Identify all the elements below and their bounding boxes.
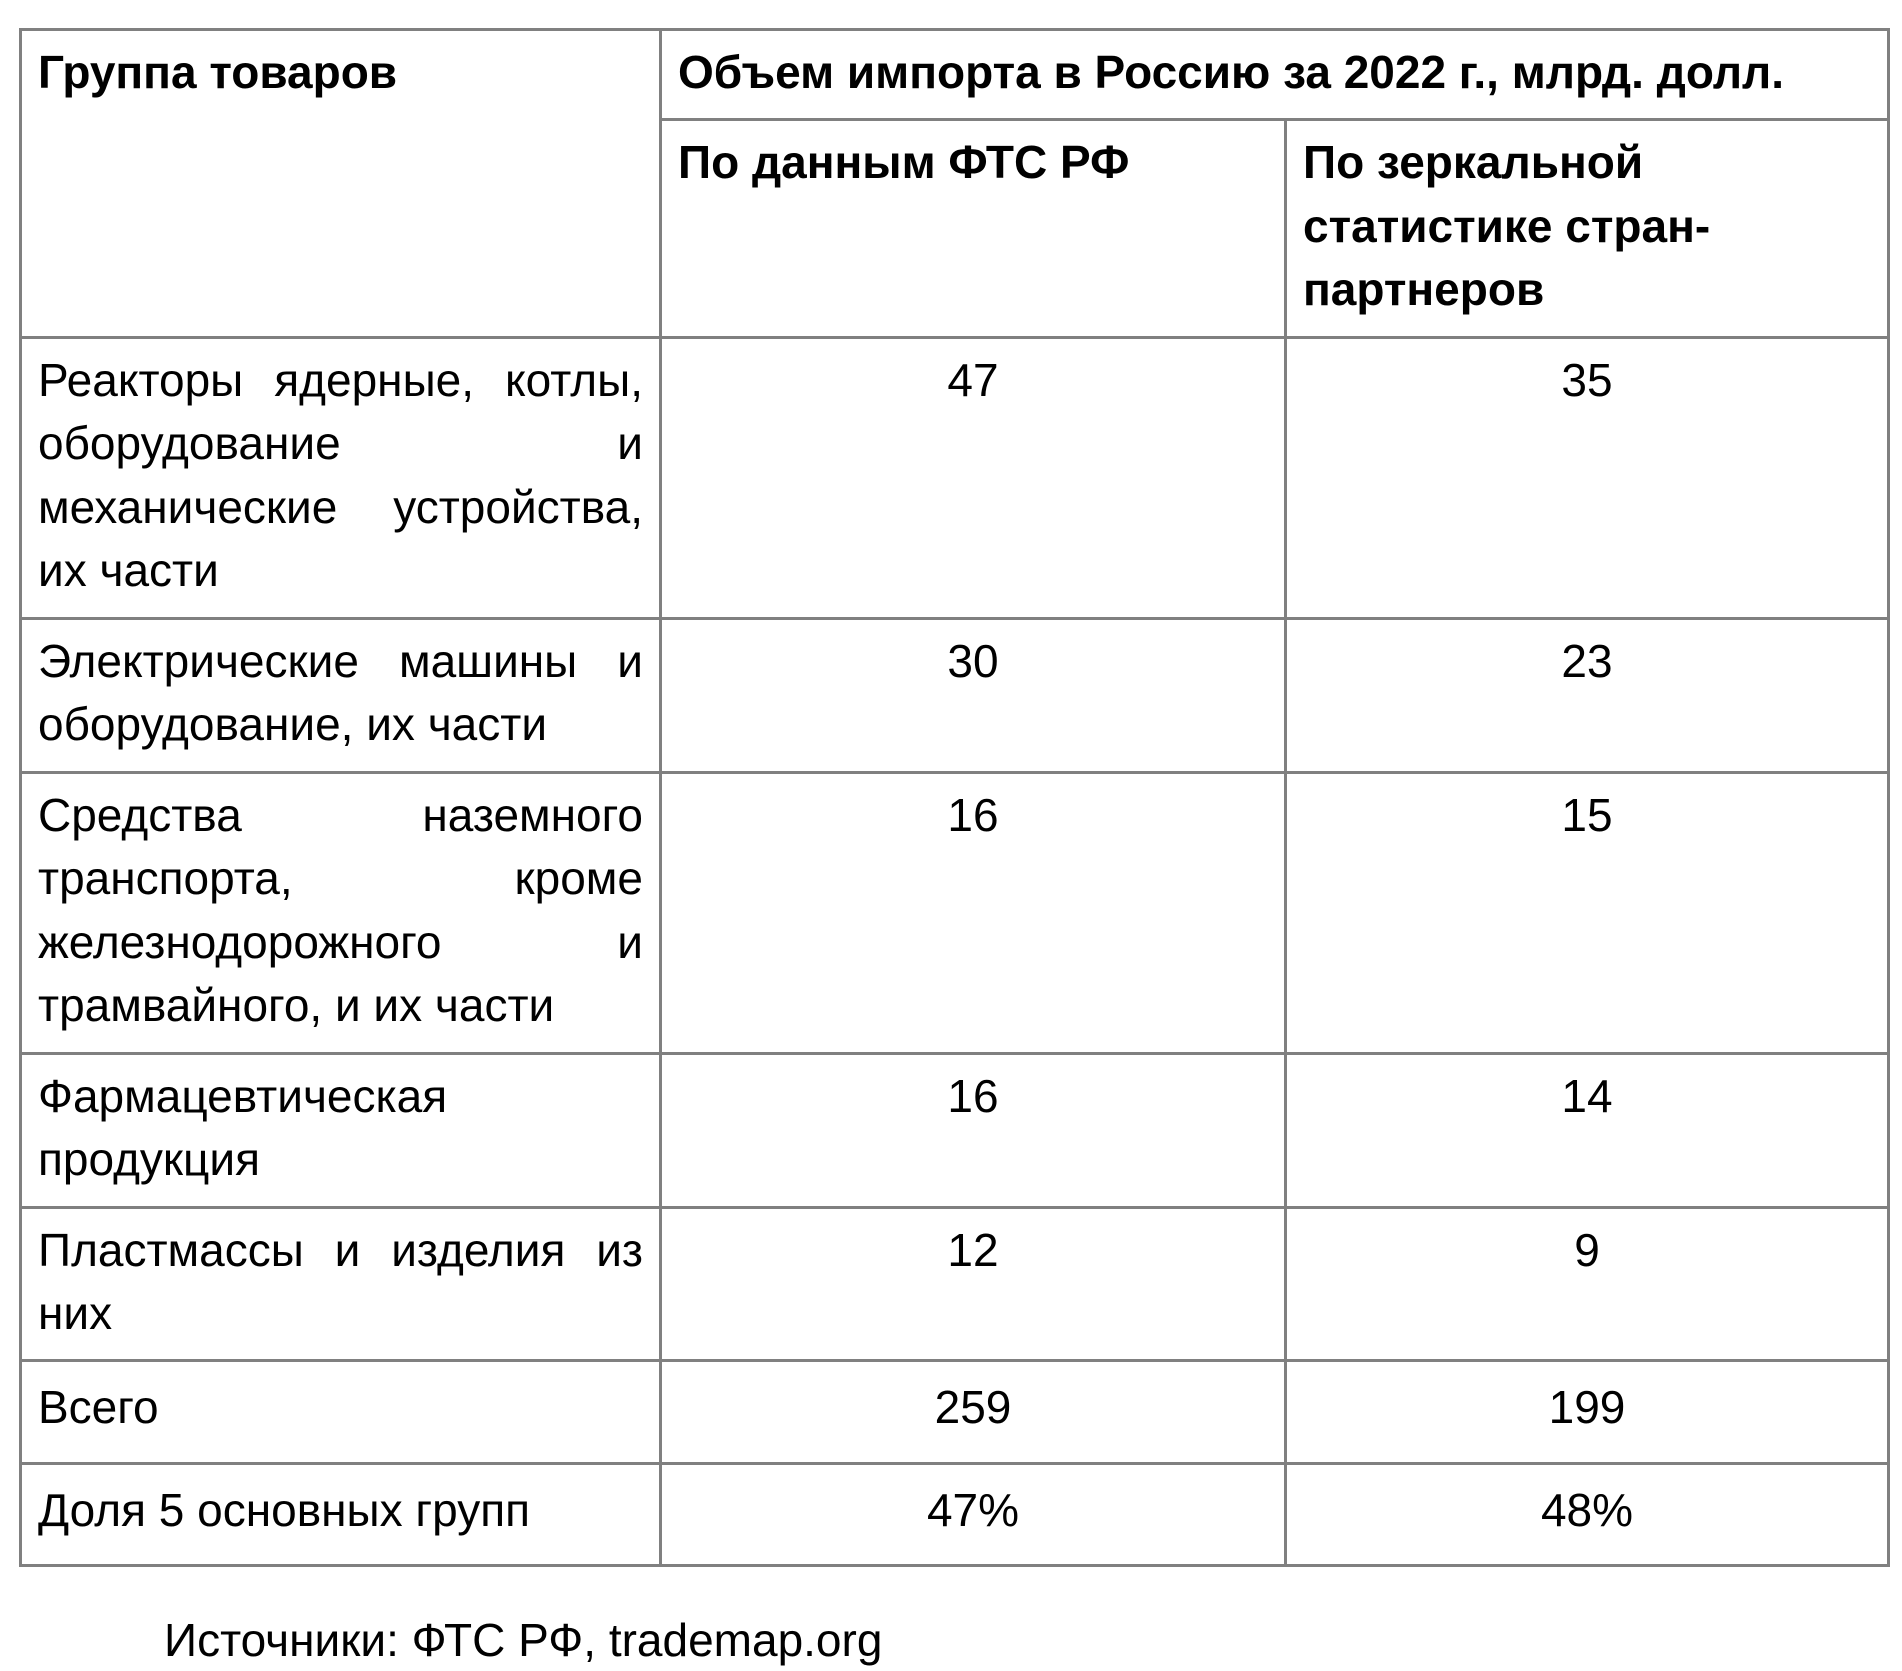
table-row: Реакторы ядерные, котлы, оборудование и … bbox=[19, 335, 1891, 620]
fts-value: 16 bbox=[659, 770, 1287, 1055]
row-label: Всего bbox=[19, 1359, 662, 1465]
header-fts-data: По данным ФТС РФ bbox=[659, 118, 1287, 339]
row-label: Средства наземного транспорта, кроме жел… bbox=[19, 770, 662, 1055]
table-row-total: Всего 259 199 bbox=[19, 1359, 1891, 1465]
source-note: Источники: ФТС РФ, trademap.org bbox=[164, 1614, 883, 1667]
row-label: Доля 5 основных групп bbox=[19, 1461, 662, 1568]
row-label: Реакторы ядерные, котлы, оборудование и … bbox=[19, 335, 662, 620]
header-row-2: По данным ФТС РФ По зеркальной статистик… bbox=[21, 118, 1891, 339]
import-table: Группа товаров Объем импорта в Россию за… bbox=[19, 27, 1891, 1568]
table-row: Пластмассы и изделия из них 12 9 bbox=[19, 1205, 1891, 1363]
fts-value: 47% bbox=[659, 1461, 1287, 1568]
mirror-value: 9 bbox=[1283, 1205, 1891, 1363]
row-label: Электрические машины и оборудование, их … bbox=[19, 616, 662, 774]
row-label: Пластмассы и изделия из них bbox=[19, 1205, 662, 1363]
header-product-group: Группа товаров bbox=[19, 28, 662, 339]
fts-value: 30 bbox=[659, 616, 1287, 774]
mirror-value: 15 bbox=[1283, 770, 1891, 1055]
mirror-value: 35 bbox=[1283, 335, 1891, 620]
mirror-value: 199 bbox=[1283, 1359, 1891, 1465]
header-mirror-stats: По зеркальной статистике стран-партнеров bbox=[1283, 118, 1891, 339]
table-row: Средства наземного транспорта, кроме жел… bbox=[19, 770, 1891, 1055]
mirror-value: 23 bbox=[1283, 616, 1891, 774]
row-label: Фармацевтическая продукция bbox=[19, 1051, 662, 1209]
fts-value: 12 bbox=[659, 1205, 1287, 1363]
table-row-share: Доля 5 основных групп 47% 48% bbox=[19, 1461, 1891, 1568]
header-row-1: Группа товаров Объем импорта в Россию за… bbox=[19, 27, 1891, 339]
mirror-value: 48% bbox=[1283, 1461, 1891, 1568]
table-row: Фармацевтическая продукция 16 14 bbox=[19, 1051, 1891, 1209]
fts-value: 16 bbox=[659, 1051, 1287, 1209]
fts-value: 259 bbox=[659, 1359, 1287, 1465]
table-row: Электрические машины и оборудование, их … bbox=[19, 616, 1891, 774]
fts-value: 47 bbox=[659, 335, 1287, 620]
header-import-volume: Объем импорта в Россию за 2022 г., млрд.… bbox=[658, 27, 1891, 122]
mirror-value: 14 bbox=[1283, 1051, 1891, 1209]
